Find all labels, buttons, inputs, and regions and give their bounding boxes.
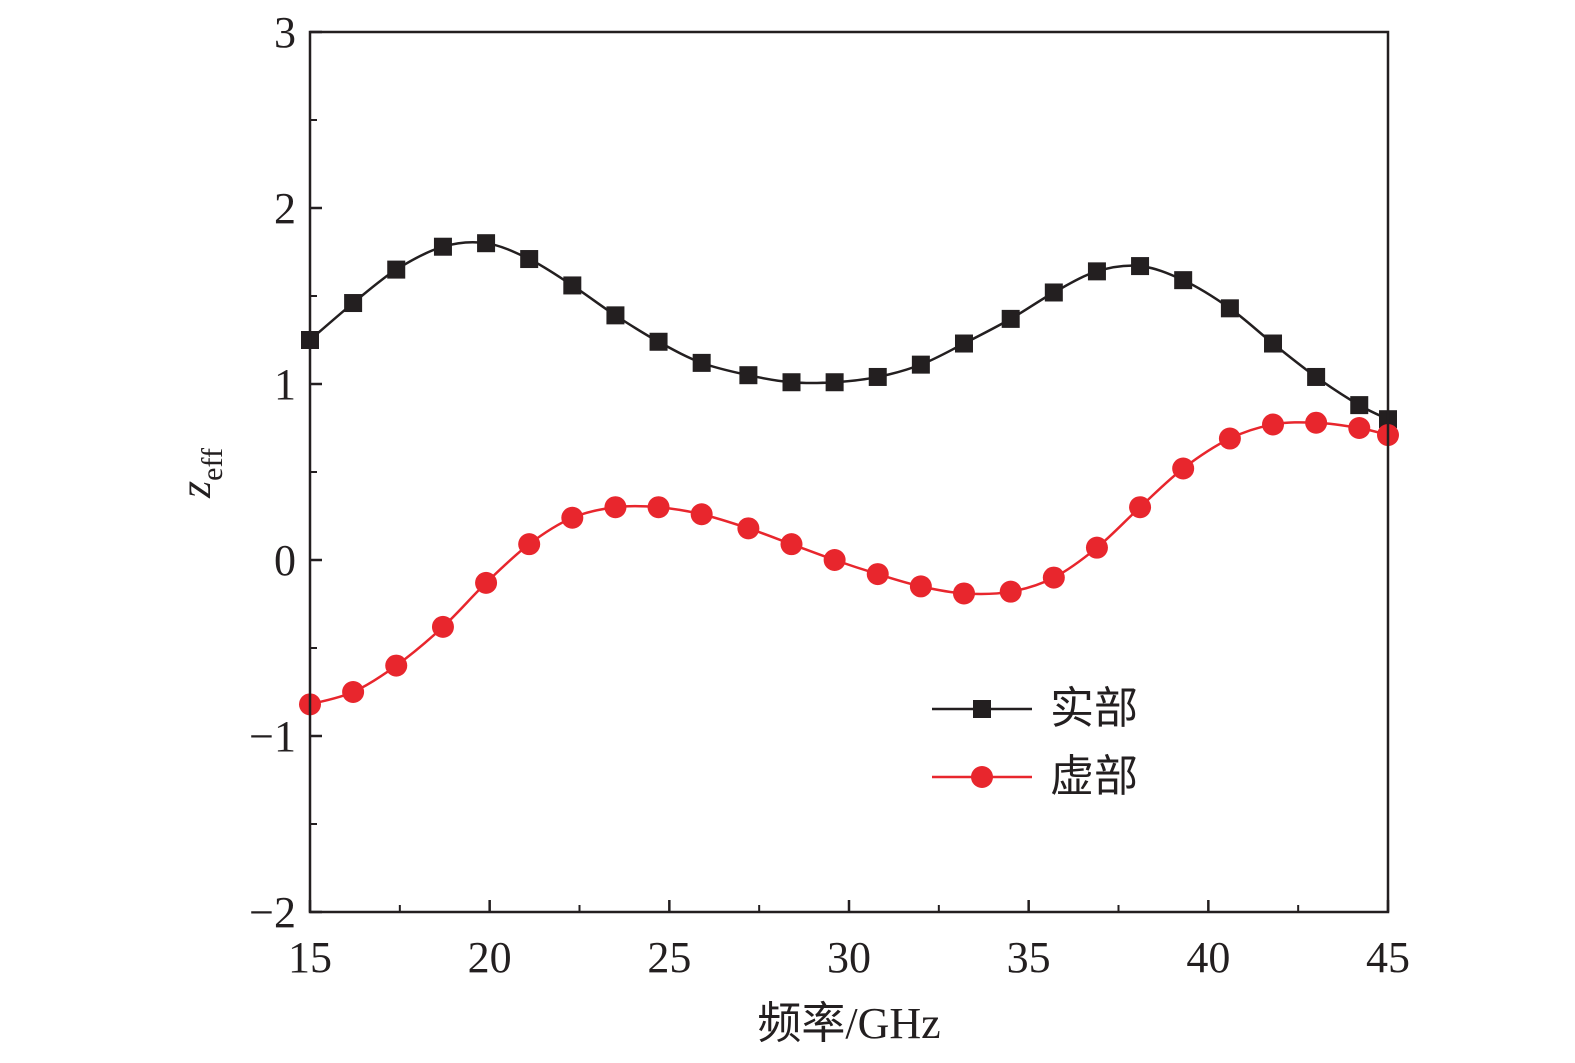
data-point-square: [433, 237, 452, 256]
series-line: [309, 421, 1389, 706]
data-point-circle: [737, 517, 760, 540]
data-point-square: [868, 367, 887, 386]
x-tick-label: 35: [1007, 933, 1051, 982]
y-tick-label: 2: [274, 184, 296, 233]
data-point-circle: [518, 533, 541, 556]
y-tick-label: −1: [249, 712, 296, 761]
series-real: [301, 234, 1397, 429]
data-point-square: [692, 353, 711, 372]
data-point-circle: [866, 563, 889, 586]
data-point-square: [477, 234, 496, 253]
data-point-circle: [1042, 566, 1065, 589]
data-point-square: [1001, 309, 1020, 328]
data-point-circle: [690, 503, 713, 526]
x-tick-label: 40: [1186, 933, 1230, 982]
data-point-circle: [475, 571, 498, 594]
data-point-square: [1174, 271, 1193, 290]
data-point-circle: [823, 549, 846, 571]
data-point-square: [344, 294, 363, 313]
data-point-circle: [1172, 457, 1195, 480]
data-point-square: [563, 276, 582, 295]
y-tick-label: 0: [274, 536, 296, 585]
legend-label-imag: 虚部: [1050, 751, 1138, 802]
data-point-square: [782, 373, 801, 392]
y-tick-label: 1: [274, 360, 296, 409]
data-point-square: [739, 366, 758, 385]
data-point-square: [387, 260, 406, 279]
data-point-circle: [1305, 411, 1328, 434]
data-point-square: [520, 250, 539, 269]
series-layer: [299, 234, 1399, 716]
data-point-circle: [431, 615, 454, 638]
data-point-circle: [1129, 496, 1152, 519]
legend-marker-circle: [971, 766, 993, 788]
x-tick-label: 30: [827, 933, 871, 982]
data-point-circle: [561, 506, 584, 529]
data-point-square: [649, 332, 668, 351]
y-tick-label: 3: [274, 8, 296, 57]
data-point-circle: [385, 654, 408, 677]
data-point-square: [606, 306, 625, 325]
data-point-circle: [1348, 417, 1371, 439]
data-point-circle: [999, 580, 1022, 603]
series-imaginary: [299, 411, 1399, 716]
x-tick-label: 45: [1366, 933, 1410, 982]
x-axis-ticks: 15 20 25 30 35 40 45: [288, 900, 1410, 982]
x-axis-title: 频率/GHz: [757, 999, 940, 1048]
svg-text:zeff: zeff: [171, 448, 229, 499]
data-point-circle: [952, 582, 975, 605]
legend: 实部 虚部: [932, 683, 1138, 802]
x-tick-label: 25: [647, 933, 691, 982]
data-point-circle: [604, 496, 627, 519]
data-point-square: [1264, 334, 1283, 353]
legend-marker-square: [973, 700, 991, 718]
y-axis-title-main: z: [171, 481, 220, 499]
legend-label-real: 实部: [1050, 683, 1138, 734]
series-line: [309, 241, 1389, 421]
plot-frame: [308, 30, 1390, 914]
data-point-square: [1307, 367, 1326, 386]
data-point-square: [1044, 283, 1063, 302]
data-point-circle: [909, 575, 932, 598]
y-axis-title: zeff: [171, 448, 229, 499]
data-point-square: [825, 373, 844, 392]
y-tick-label: −2: [249, 888, 296, 937]
data-point-square: [1350, 396, 1369, 415]
data-point-square: [1220, 299, 1239, 318]
data-point-circle: [647, 496, 670, 519]
x-tick-label: 15: [288, 933, 332, 982]
data-point-square: [1087, 262, 1106, 281]
y-axis-title-sub: eff: [196, 448, 229, 481]
data-point-square: [911, 355, 930, 374]
data-point-circle: [780, 533, 803, 556]
data-point-circle: [1085, 536, 1108, 559]
data-point-circle: [1262, 413, 1285, 436]
x-tick-label: 20: [468, 933, 512, 982]
data-point-circle: [1218, 427, 1241, 450]
data-point-circle: [342, 681, 365, 703]
y-axis-ticks: −2 −1 0 1 2 3: [249, 8, 322, 937]
data-point-square: [1131, 257, 1150, 276]
data-point-square: [954, 334, 973, 353]
